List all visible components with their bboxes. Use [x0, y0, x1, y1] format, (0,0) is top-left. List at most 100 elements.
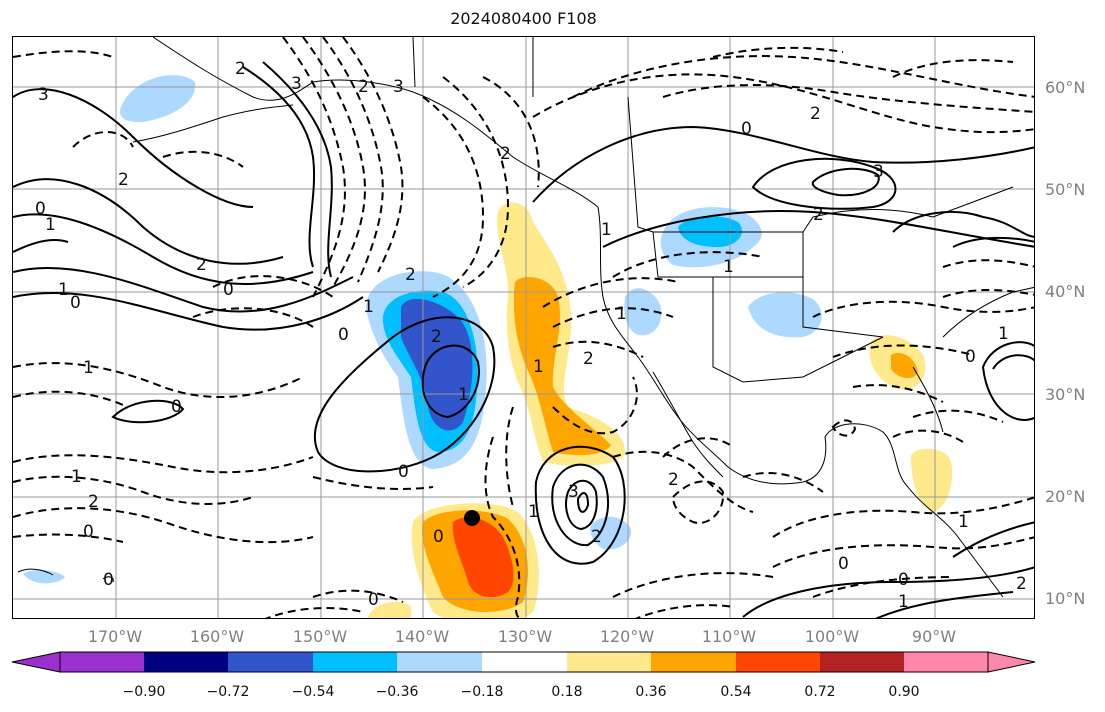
colorbar-tick-label: −0.90	[122, 684, 166, 700]
colorbar	[11, 651, 1036, 673]
contour-label: 2	[813, 205, 824, 225]
lon-label: 130°W	[497, 627, 553, 646]
contour-label: 0	[433, 527, 444, 547]
contour-label: 0	[965, 347, 976, 367]
positive-shading	[368, 202, 953, 618]
contour-label: 1	[958, 512, 969, 532]
colorbar-tick-label: 0.36	[635, 684, 667, 700]
storm-marker	[464, 510, 480, 526]
contour-label: 1	[363, 297, 374, 317]
contour-label: 1	[58, 280, 69, 300]
contour-label: 0	[35, 199, 46, 219]
lon-label: 140°W	[394, 627, 450, 646]
contour-label: 0	[338, 325, 349, 345]
colorbar-segment	[60, 652, 144, 672]
lat-label: 40°N	[1045, 282, 1086, 301]
contour-label: 1	[533, 357, 544, 377]
contour-label: 3	[873, 162, 884, 182]
colorbar-segment	[397, 652, 482, 672]
colorbar-tick-label: −0.36	[375, 684, 419, 700]
map-title: 2024080400 F108	[450, 9, 597, 28]
contour-label: 1	[616, 304, 627, 324]
lon-label: 120°W	[599, 627, 655, 646]
negative-shading	[23, 75, 822, 584]
colorbar-segment	[228, 652, 313, 672]
colorbar-segment	[567, 652, 651, 672]
contour-label: 0	[171, 397, 182, 417]
graticule	[13, 37, 1034, 618]
shade-offshore-orange	[513, 277, 611, 456]
contour-label: 0	[898, 570, 909, 590]
positive-contours	[13, 61, 1034, 618]
contour-label: 0	[70, 293, 81, 313]
contour-label: 2	[235, 59, 246, 79]
contour-label: 1	[83, 358, 94, 378]
contour-label: 1	[723, 257, 734, 277]
contour-label: 1	[528, 502, 539, 522]
contour-label: 0	[398, 462, 409, 482]
map-panel: 3 2 1 0 0 1 2 2 0 1 2 3 2 1 0 2 3 2 1 0 …	[12, 36, 1035, 619]
contour-label: 3	[291, 74, 302, 94]
contour-label: 0	[223, 280, 234, 300]
shade-west-coast-blue	[624, 288, 662, 336]
contour-label: 1	[898, 592, 909, 612]
colorbar-tick-label: 0.72	[804, 684, 836, 700]
contours	[13, 37, 1034, 618]
shade-hawaii-blue	[23, 570, 65, 584]
contour-label: 0	[368, 590, 379, 610]
contour-label: 2	[500, 144, 511, 164]
lon-label: 110°W	[701, 627, 757, 646]
lon-label: 90°W	[911, 627, 957, 646]
contour-label: 2	[118, 170, 129, 190]
lat-label: 60°N	[1045, 78, 1086, 97]
colorbar-tick-label: 0.54	[720, 684, 752, 700]
colorbar-segment	[651, 652, 736, 672]
colorbar-tick-label: −0.54	[291, 684, 335, 700]
contour-label: 2	[431, 327, 442, 347]
contour-label: 1	[998, 324, 1009, 344]
contour-label: 2	[358, 77, 369, 97]
shade-rockies-cyan	[678, 215, 742, 247]
contour-label: 1	[45, 215, 56, 235]
colorbar-tick-label: −0.72	[206, 684, 250, 700]
colorbar-segment	[313, 652, 397, 672]
contour-label: 1	[601, 220, 612, 240]
contour-label: 2	[1016, 574, 1027, 594]
contour-label: 2	[668, 470, 679, 490]
colorbar-tick-label: 0.90	[888, 684, 920, 700]
lat-label: 20°N	[1045, 487, 1086, 506]
lat-label: 50°N	[1045, 180, 1086, 199]
shade-gulf-orange	[891, 352, 918, 379]
contour-label: 2	[591, 527, 602, 547]
forecast-map: 3 2 1 0 0 1 2 2 0 1 2 3 2 1 0 2 3 2 1 0 …	[13, 37, 1034, 618]
contour-label: 2	[810, 104, 821, 124]
lon-label: 160°W	[189, 627, 245, 646]
contour-label: 3	[393, 77, 404, 97]
colorbar-extend-right	[987, 651, 1036, 673]
shade-southwest-yellow	[368, 601, 411, 618]
colorbar-segment	[482, 652, 567, 672]
shade-central-america-yellow	[911, 448, 953, 512]
lat-label: 30°N	[1045, 385, 1086, 404]
colorbar-extend-left	[11, 651, 61, 673]
colorbar-segment	[904, 652, 988, 672]
lat-label: 10°N	[1045, 589, 1086, 608]
shade-alaska-light-blue	[119, 75, 196, 123]
lon-label: 150°W	[292, 627, 348, 646]
colorbar-segment	[144, 652, 228, 672]
shade-south-red	[452, 517, 514, 598]
shade-plains-blue	[748, 292, 822, 338]
contour-label: 1	[71, 467, 82, 487]
shade-offshore-yellow	[497, 202, 626, 467]
lon-label: 100°W	[804, 627, 860, 646]
contour-labels: 3 2 1 0 0 1 2 2 0 1 2 3 2 1 0 2 3 2 1 0 …	[35, 59, 1027, 612]
contour-label: 3	[38, 85, 49, 105]
contour-label: 0	[103, 570, 114, 590]
contour-label: 2	[88, 492, 99, 512]
coastlines	[17, 37, 1034, 598]
contour-label: 3	[568, 482, 579, 502]
contour-label: 0	[741, 119, 752, 139]
colorbar-tick-label: 0.18	[551, 684, 583, 700]
shade-center-blue	[401, 298, 473, 431]
negative-contours	[13, 37, 1034, 618]
